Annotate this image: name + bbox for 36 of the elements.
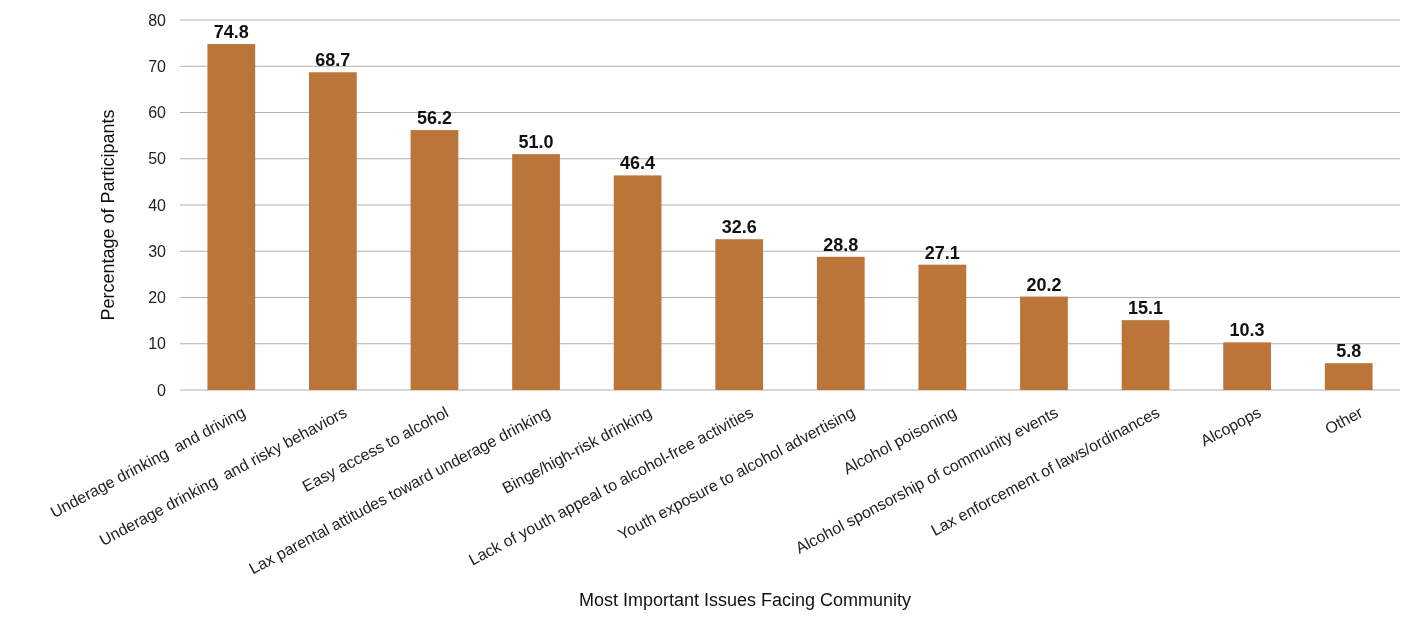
data-label: 46.4: [620, 153, 656, 174]
y-tick-label: 40: [148, 196, 167, 214]
bar: [1020, 296, 1068, 390]
y-tick-label: 0: [157, 381, 167, 399]
data-label: 68.7: [315, 50, 351, 71]
bar: [1223, 342, 1271, 390]
data-label: 5.8: [1336, 341, 1362, 362]
bar: [1121, 320, 1170, 390]
y-tick-label: 80: [148, 11, 167, 29]
y-tick-label: 70: [148, 57, 167, 75]
x-tick-label: Other: [1322, 403, 1366, 438]
data-label: 15.1: [1128, 298, 1164, 319]
data-label: 28.8: [823, 234, 859, 255]
bar: [207, 44, 256, 390]
y-tick-label: 60: [148, 104, 167, 122]
bar: [613, 175, 662, 390]
data-label: 74.8: [213, 22, 249, 43]
data-label: 56.2: [416, 108, 452, 129]
y-tick-label: 10: [148, 335, 167, 353]
data-label: 27.1: [924, 242, 960, 263]
y-tick-label: 20: [148, 289, 167, 307]
bar: [715, 239, 764, 390]
x-axis-title: Most Important Issues Facing Community: [578, 590, 912, 610]
bar: [918, 264, 967, 390]
data-label: 20.2: [1026, 274, 1062, 295]
bar: [1324, 363, 1373, 390]
y-axis-title: Percentage of Participants: [98, 109, 118, 321]
bar: [512, 154, 560, 390]
bar: [309, 72, 357, 390]
y-tick-label: 30: [148, 242, 167, 260]
data-label: 10.3: [1229, 320, 1265, 341]
data-label: 32.6: [721, 217, 757, 238]
bar: [816, 256, 865, 390]
data-label: 51.0: [518, 132, 554, 153]
bar: [410, 130, 459, 390]
y-tick-label: 50: [148, 150, 167, 168]
